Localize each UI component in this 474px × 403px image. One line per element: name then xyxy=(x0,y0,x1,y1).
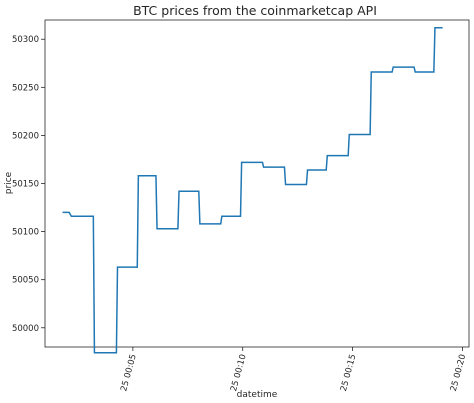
y-tick-label: 50050 xyxy=(12,276,39,286)
y-tick-label: 50300 xyxy=(12,35,39,45)
x-tick-label: 25 00:20 xyxy=(449,353,468,392)
y-tick-label: 50100 xyxy=(12,228,39,238)
y-axis-label: price xyxy=(4,171,14,194)
y-tick-label: 50000 xyxy=(12,324,39,334)
y-tick-label: 50250 xyxy=(12,83,39,93)
y-tick-label: 50200 xyxy=(12,131,39,141)
x-tick-label: 25 00:15 xyxy=(339,353,358,392)
plot-area-frame xyxy=(44,19,470,348)
y-tick-label: 50150 xyxy=(12,180,39,190)
y-axis-ticks: 50000 50050 50100 50150 50200 50250 50300 xyxy=(12,35,45,334)
x-axis-ticks: 25 00:05 25 00:10 25 00:15 25 00:20 xyxy=(119,347,468,392)
price-series-line xyxy=(62,26,443,354)
x-tick-label: 25 00:05 xyxy=(119,353,138,392)
series-layer xyxy=(62,26,443,354)
x-axis-label: datetime xyxy=(237,390,278,400)
chart-title: BTC prices from the coinmarketcap API xyxy=(133,3,377,18)
x-tick-label: 25 00:10 xyxy=(229,353,248,392)
